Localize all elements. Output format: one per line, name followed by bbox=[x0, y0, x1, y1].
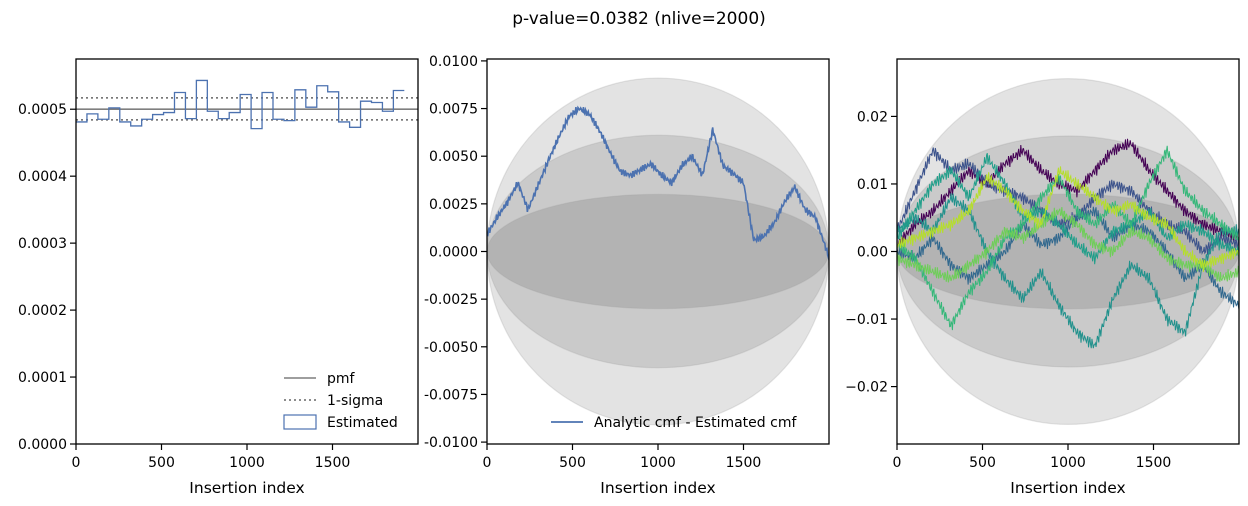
y-tick-label: 0.0000 bbox=[18, 437, 67, 453]
x-tick-label: 0 bbox=[72, 455, 81, 471]
legend-label: 1-sigma bbox=[327, 393, 383, 409]
trace-line-8 bbox=[897, 166, 1239, 272]
legend-label: Estimated bbox=[327, 415, 398, 431]
x-tick-label: 1000 bbox=[640, 455, 676, 471]
legend: pmf 1-sigma Estimated bbox=[283, 371, 398, 431]
legend-estimated-swatch bbox=[283, 414, 317, 430]
x-axis-label: Insertion index bbox=[189, 479, 304, 497]
figure-title: p-value=0.0382 (nlive=2000) bbox=[512, 9, 766, 29]
panel-cmf-difference-multiple: 0 500 1000 1500 −0.02 −0.01 0.00 0.01 0.02 Insert… bbox=[845, 58, 1240, 497]
x-tick-label: 0 bbox=[893, 455, 902, 471]
estimated-histogram bbox=[76, 79, 405, 130]
legend-label: Analytic cmf - Estimated cmf bbox=[594, 415, 797, 431]
y-tick-label: 0.0004 bbox=[18, 169, 67, 185]
y-tick-label: −0.01 bbox=[845, 312, 888, 328]
x-tick-label: 1000 bbox=[1050, 455, 1086, 471]
x-tick-label: 1500 bbox=[726, 455, 762, 471]
y-tick-label: 0.0005 bbox=[18, 102, 67, 118]
trace-line-5 bbox=[897, 152, 1239, 265]
y-tick-label: -0.0050 bbox=[424, 340, 478, 356]
trace-line-1 bbox=[897, 138, 1239, 247]
y-tick-label: 0.0001 bbox=[18, 370, 67, 386]
cmf-difference-line bbox=[487, 105, 829, 261]
legend: Analytic cmf - Estimated cmf bbox=[551, 415, 797, 431]
y-tick-label: 0.0050 bbox=[429, 149, 478, 165]
x-tick-label: 0 bbox=[483, 455, 492, 471]
plot-area bbox=[76, 79, 418, 130]
y-tick-label: 0.0075 bbox=[429, 102, 478, 118]
sigma-band-2 bbox=[897, 135, 1239, 368]
y-tick-label: 0.00 bbox=[857, 245, 888, 261]
x-tick-label: 1500 bbox=[1136, 455, 1172, 471]
plot-area bbox=[897, 78, 1239, 425]
y-tick-label: 0.01 bbox=[857, 177, 888, 193]
y-tick-label: 0.0000 bbox=[429, 245, 478, 261]
x-tick-label: 500 bbox=[559, 455, 586, 471]
x-tick-label: 500 bbox=[148, 455, 175, 471]
sigma-band-3 bbox=[897, 78, 1239, 425]
y-tick-label: -0.0100 bbox=[424, 435, 478, 451]
y-tick-label: 0.02 bbox=[857, 109, 888, 125]
x-axis-label: Insertion index bbox=[600, 479, 715, 497]
y-tick-label: 0.0003 bbox=[18, 236, 67, 252]
y-tick-label: 0.0002 bbox=[18, 303, 67, 319]
panel-pmf: 0 500 1000 1500 0.0000 0.0001 0.0002 0.0003 0.00… bbox=[18, 58, 419, 497]
x-tick-label: 1500 bbox=[315, 455, 351, 471]
sigma-band-1 bbox=[487, 193, 829, 310]
trace-line-3 bbox=[897, 206, 1239, 310]
x-tick-label: 1000 bbox=[229, 455, 265, 471]
trace-line-4 bbox=[897, 193, 1239, 349]
legend-label: pmf bbox=[327, 371, 356, 387]
y-tick-label: -0.0025 bbox=[424, 292, 478, 308]
sigma-band-3 bbox=[487, 77, 829, 426]
sigma-band-2 bbox=[487, 134, 829, 369]
x-axis-label: Insertion index bbox=[1010, 479, 1125, 497]
y-tick-label: 0.0100 bbox=[429, 54, 478, 70]
y-tick-label: −0.02 bbox=[845, 380, 888, 396]
trace-line-6 bbox=[897, 145, 1239, 331]
y-tick-label: 0.0025 bbox=[429, 197, 478, 213]
trace-line-7 bbox=[897, 206, 1239, 283]
axes-frame bbox=[75, 58, 419, 445]
y-tick-label: -0.0075 bbox=[424, 387, 478, 403]
x-tick-label: 500 bbox=[969, 455, 996, 471]
panel-cmf-difference: 0 500 1000 1500 -0.0100 -0.0075 -0.0050 -0.0025… bbox=[424, 54, 830, 497]
plot-area bbox=[487, 77, 829, 426]
